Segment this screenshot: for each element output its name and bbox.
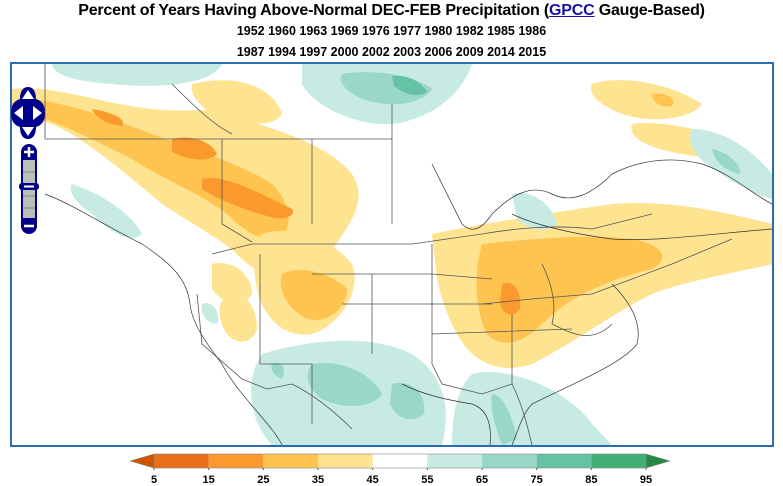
colorbar-tick-label: 5 <box>151 474 157 486</box>
zoom-in-button[interactable] <box>24 147 34 157</box>
colorbar-under-arrow <box>130 453 155 469</box>
colorbar-outline <box>153 453 647 469</box>
years-line-1: 1952 1960 1963 1969 1976 1977 1980 1982 … <box>236 24 547 38</box>
colorbar-tick-label: 35 <box>312 474 324 486</box>
colorbar-tick-label: 95 <box>640 474 652 486</box>
pan-up-icon[interactable] <box>22 90 34 99</box>
years-line-2: 1987 1994 1997 2000 2002 2003 2006 2009 … <box>236 45 547 59</box>
colorbar-segment <box>427 454 482 468</box>
coastlines <box>44 159 772 445</box>
colorbar-segment <box>591 454 646 468</box>
colorbar-tick-label: 45 <box>367 474 379 486</box>
pan-down-icon[interactable] <box>22 127 34 136</box>
colorbar-tick-label: 85 <box>585 474 597 486</box>
precipitation-map[interactable] <box>10 62 774 447</box>
colorbar-segment <box>536 454 592 468</box>
colorbar-segment <box>318 454 373 468</box>
colorbar-legend: 5 15 25 35 45 55 65 75 85 95 <box>130 453 670 486</box>
anomaly-shading <box>12 64 772 445</box>
colorbar-tick-label: 55 <box>421 474 433 486</box>
zoom-control[interactable] <box>19 144 39 234</box>
colorbar-segment <box>372 454 428 468</box>
colorbar-tick-label: 75 <box>531 474 543 486</box>
colorbar-tick-label: 25 <box>257 474 269 486</box>
colorbar-tick-label: 15 <box>203 474 215 486</box>
colorbar-segment <box>482 454 537 468</box>
political-boundaries <box>44 64 733 445</box>
map-canvas <box>12 64 772 445</box>
pan-right-icon[interactable] <box>33 106 42 120</box>
pan-control[interactable] <box>11 87 45 139</box>
colorbar-segment <box>154 454 209 468</box>
map-title: Percent of Years Having Above-Normal DEC… <box>78 2 705 19</box>
colorbar-segment <box>263 454 318 468</box>
colorbar-segment <box>208 454 264 468</box>
colorbar-over-arrow <box>645 453 670 469</box>
gpcc-link[interactable]: GPCC <box>549 2 595 19</box>
pan-left-icon[interactable] <box>14 106 23 120</box>
colorbar-tick-label: 65 <box>476 474 488 486</box>
